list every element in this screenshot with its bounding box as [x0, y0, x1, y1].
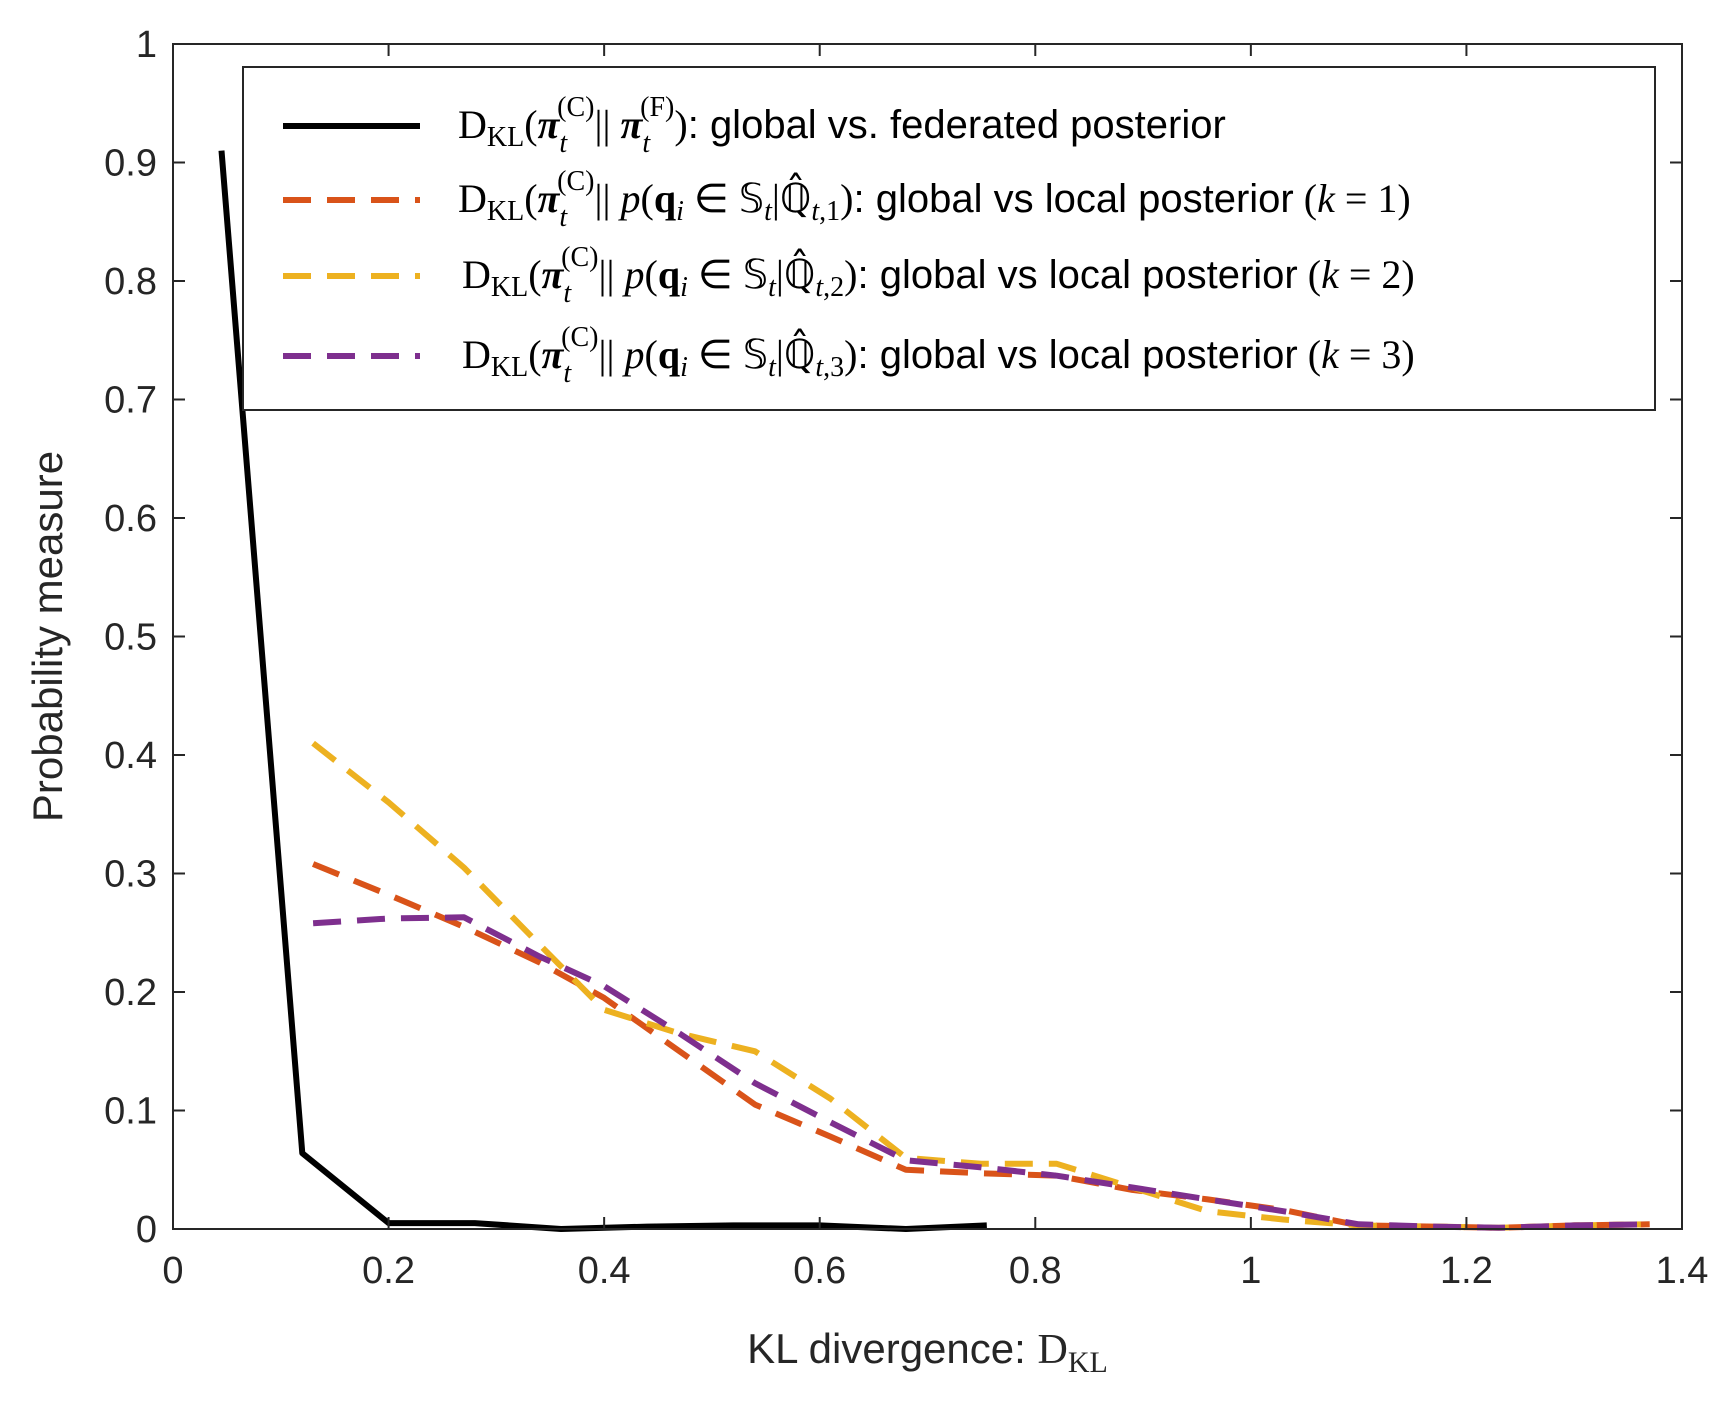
y-tick-label: 0.8	[104, 261, 157, 303]
x-axis-label-sub: KL	[1068, 1346, 1108, 1379]
y-tick-label: 0.5	[104, 617, 157, 659]
ticks-layer: 0 0.2 0.4 0.6 0.8 1 1.2 1.4 0 0.1 0.2 0.3 0.4 0.5 0.6 0…	[104, 24, 1708, 1292]
x-axis-label: KL divergence: DKL	[747, 1325, 1108, 1379]
legend-suffix-4: global vs local posterior	[880, 333, 1298, 377]
y-tick-label: 0.6	[104, 498, 157, 540]
y-tick-label: 0.7	[104, 380, 157, 422]
legend-entry-2: DKL(πt(C)|| p(qi ∈ 𝕊t|ℚ̂t,1): global vs …	[283, 166, 1411, 233]
y-tick-label: 0.4	[104, 735, 157, 777]
x-tick-label: 0.6	[793, 1250, 846, 1292]
x-axis-label-d: D	[1037, 1327, 1067, 1373]
legend-label-3: DKL(πt(C)|| p(qi ∈ 𝕊t|ℚ̂t,2): global vs …	[462, 242, 1415, 309]
y-tick-label: 0.3	[104, 854, 157, 896]
x-tick-label: 0	[162, 1250, 183, 1292]
y-tick-label: 0	[136, 1209, 157, 1251]
y-tick-label: 0.9	[104, 143, 157, 185]
legend: DKL(πt(C)|| πt(F)): global vs. federated…	[242, 66, 1656, 411]
y-tick-label: 0.2	[104, 972, 157, 1014]
legend-k-2: 1	[1377, 176, 1397, 221]
x-axis-label-text: KL divergence:	[747, 1325, 1037, 1372]
legend-label-4: DKL(πt(C)|| p(qi ∈ 𝕊t|ℚ̂t,3): global vs …	[462, 322, 1415, 389]
y-tick-label: 1	[136, 24, 157, 66]
legend-label-1: DKL(πt(C)|| πt(F)): global vs. federated…	[458, 92, 1226, 159]
legend-entry-3: DKL(πt(C)|| p(qi ∈ 𝕊t|ℚ̂t,2): global vs …	[283, 242, 1415, 309]
series-line-3	[311, 740, 1650, 1231]
x-tick-label: 1.4	[1656, 1250, 1709, 1292]
x-tick-label: 0.8	[1009, 1250, 1062, 1292]
legend-suffix-3: global vs local posterior	[880, 253, 1298, 297]
y-axis-label: Probability measure	[24, 451, 71, 822]
legend-suffix-1: global vs. federated posterior	[710, 103, 1226, 147]
x-tick-label: 1	[1240, 1250, 1261, 1292]
x-tick-label: 0.2	[362, 1250, 415, 1292]
x-tick-label: 1.2	[1440, 1250, 1493, 1292]
legend-label-2: DKL(πt(C)|| p(qi ∈ 𝕊t|ℚ̂t,1): global vs …	[458, 166, 1411, 233]
legend-suffix-2: global vs local posterior	[876, 177, 1294, 221]
legend-box	[242, 66, 1656, 411]
legend-k-3: 2	[1381, 252, 1401, 297]
series-line-4	[312, 914, 1650, 1231]
legend-entry-4: DKL(πt(C)|| p(qi ∈ 𝕊t|ℚ̂t,3): global vs …	[283, 322, 1415, 389]
y-tick-label: 0.1	[104, 1091, 157, 1133]
legend-k-4: 3	[1381, 332, 1401, 377]
legend-entry-1: DKL(πt(C)|| πt(F)): global vs. federated…	[283, 92, 1226, 159]
x-tick-label: 0.4	[578, 1250, 631, 1292]
